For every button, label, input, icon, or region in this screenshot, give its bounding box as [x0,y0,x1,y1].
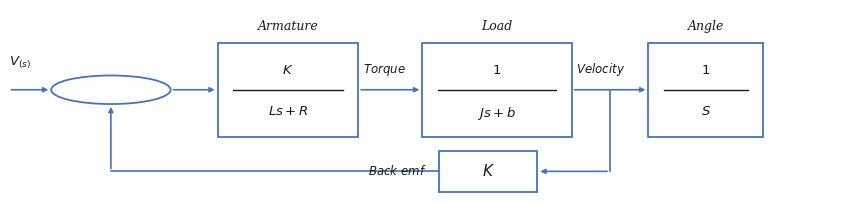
Text: Armature: Armature [257,20,318,33]
FancyBboxPatch shape [648,43,763,137]
Text: $Velocity$: $Velocity$ [575,61,625,78]
Text: Load: Load [481,20,512,33]
FancyBboxPatch shape [217,43,358,137]
FancyBboxPatch shape [422,43,571,137]
Text: $Torque$: $Torque$ [362,62,405,78]
Text: Angle: Angle [687,20,723,33]
FancyBboxPatch shape [439,151,537,192]
Text: $K$: $K$ [282,63,293,76]
Text: $Back\ emf$: $Back\ emf$ [367,164,426,178]
Text: $K$: $K$ [481,163,494,179]
Text: $S$: $S$ [700,105,710,118]
Text: $V_{(s)}$: $V_{(s)}$ [9,55,31,71]
Text: $1$: $1$ [492,63,501,76]
Text: $Ls + R$: $Ls + R$ [268,105,308,118]
Text: $1$: $1$ [700,63,710,76]
Text: $Js + b$: $Js + b$ [477,105,515,122]
